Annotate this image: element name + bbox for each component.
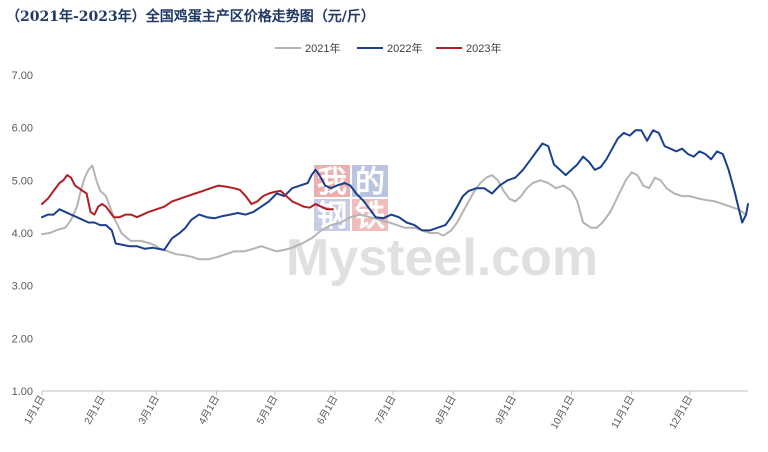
series-line-3 bbox=[41, 174, 334, 219]
watermark-char-1: 我 bbox=[317, 165, 347, 200]
watermark-block-2 bbox=[352, 165, 388, 197]
x-tick-label: 2月1日 bbox=[82, 394, 108, 427]
legend-label-3: 2023年 bbox=[466, 41, 501, 55]
y-tick-label: 4.00 bbox=[12, 228, 33, 240]
series-line-2 bbox=[41, 129, 749, 251]
watermark-char-2: 的 bbox=[355, 165, 385, 200]
y-tick-label: 3.00 bbox=[12, 281, 33, 293]
x-tick-label: 5月1日 bbox=[254, 394, 280, 427]
x-tick-label: 10月1日 bbox=[548, 394, 577, 432]
y-tick-label: 7.00 bbox=[12, 70, 33, 82]
x-tick-label: 9月1日 bbox=[493, 394, 519, 427]
x-tick-label: 3月1日 bbox=[136, 394, 162, 427]
y-tick-label: 2.00 bbox=[12, 333, 33, 345]
x-tick-label: 4月1日 bbox=[196, 394, 222, 427]
y-axis-ticks: 1.00 2.00 3.00 4.00 5.00 6.00 7.00 bbox=[12, 70, 33, 398]
y-tick-label: 5.00 bbox=[12, 175, 33, 187]
x-tick-label: 7月1日 bbox=[373, 394, 399, 427]
x-tick-label: 12月1日 bbox=[667, 394, 696, 432]
legend-label-1: 2021年 bbox=[305, 41, 340, 55]
watermark-brand: Mysteel.com bbox=[286, 229, 598, 287]
x-axis-ticks: 1月1日 2月1日 3月1日 4月1日 5月1日 6月1日 7月1日 8月1日 9月1日 10月1… bbox=[22, 391, 696, 432]
y-tick-label: 6.00 bbox=[12, 123, 33, 135]
x-tick-label: 8月1日 bbox=[433, 394, 459, 427]
series-line-1 bbox=[41, 164, 748, 261]
x-tick-label: 1月1日 bbox=[22, 394, 48, 427]
chart-title: （2021年-2023年）全国鸡蛋主产区价格走势图（元/斤） bbox=[6, 9, 375, 25]
legend: 2021年 2022年 2023年 bbox=[275, 41, 501, 55]
x-tick-label: 11月1日 bbox=[609, 394, 637, 431]
watermark-char-3: 钢 bbox=[317, 199, 347, 234]
legend-label-2: 2022年 bbox=[387, 41, 422, 55]
y-tick-label: 1.00 bbox=[12, 386, 33, 398]
x-tick-label: 6月1日 bbox=[315, 394, 341, 427]
watermark-block-1 bbox=[314, 165, 350, 197]
series-layer bbox=[41, 129, 749, 261]
